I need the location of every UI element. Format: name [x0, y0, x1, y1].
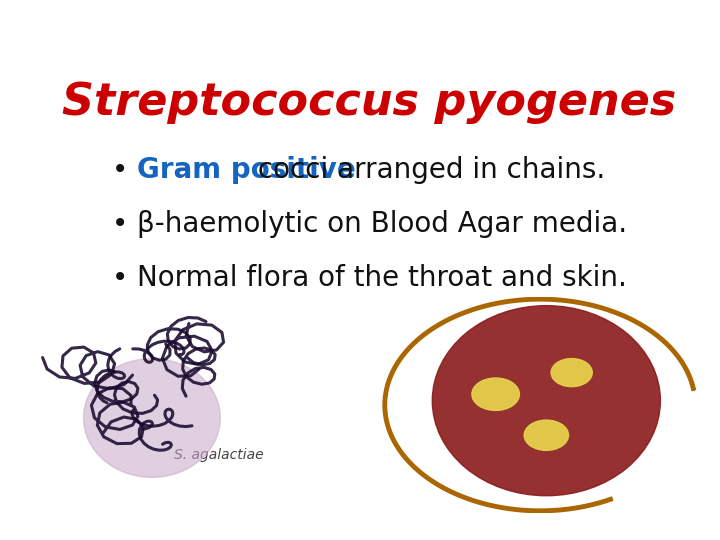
Text: Normal flora of the throat and skin.: Normal flora of the throat and skin. — [138, 265, 627, 292]
Ellipse shape — [84, 359, 220, 477]
Text: •: • — [112, 210, 129, 238]
Text: Streptococcus pyogenes: Streptococcus pyogenes — [62, 82, 676, 124]
Text: cocci arranged in chains.: cocci arranged in chains. — [249, 156, 606, 184]
Text: •: • — [112, 265, 129, 292]
Text: S. agalactiae: S. agalactiae — [174, 448, 263, 462]
Ellipse shape — [551, 359, 593, 387]
Text: •: • — [112, 156, 129, 184]
Ellipse shape — [432, 306, 660, 496]
Ellipse shape — [472, 378, 519, 410]
Text: Gram positive: Gram positive — [138, 156, 356, 184]
Ellipse shape — [524, 420, 569, 450]
Text: β-haemolytic on Blood Agar media.: β-haemolytic on Blood Agar media. — [138, 210, 628, 238]
